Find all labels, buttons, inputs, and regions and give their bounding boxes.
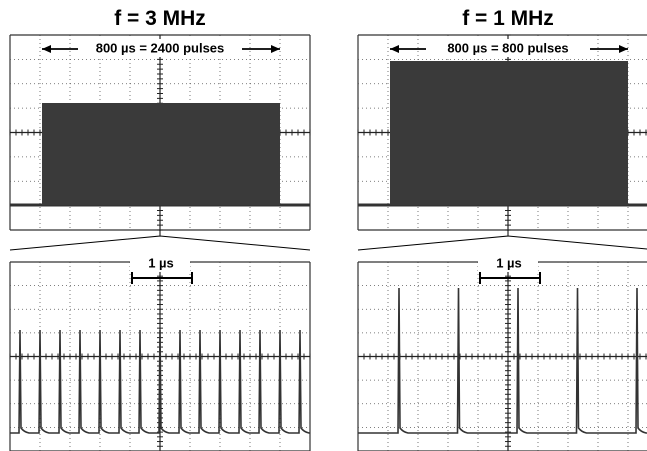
panel-title: f = 3 MHz xyxy=(114,7,206,30)
figure: f = 3 MHz 800 µs = 2400 pulses 1 µs f = 1 M… xyxy=(0,0,647,451)
burst-envelope xyxy=(42,103,280,205)
panel-title: f = 1 MHz xyxy=(462,7,554,30)
burst-envelope xyxy=(390,61,628,205)
scale-bar xyxy=(132,272,192,284)
scale-label: 1 µs xyxy=(496,255,522,270)
pulse-trace xyxy=(358,288,647,433)
span-label: 800 µs = 800 pulses xyxy=(447,40,568,55)
scale-bar xyxy=(480,272,540,284)
scale-label: 1 µs xyxy=(148,255,174,270)
span-label: 800 µs = 2400 pulses xyxy=(96,40,225,55)
zoom-lines xyxy=(10,230,310,250)
zoom-lines xyxy=(358,230,647,250)
